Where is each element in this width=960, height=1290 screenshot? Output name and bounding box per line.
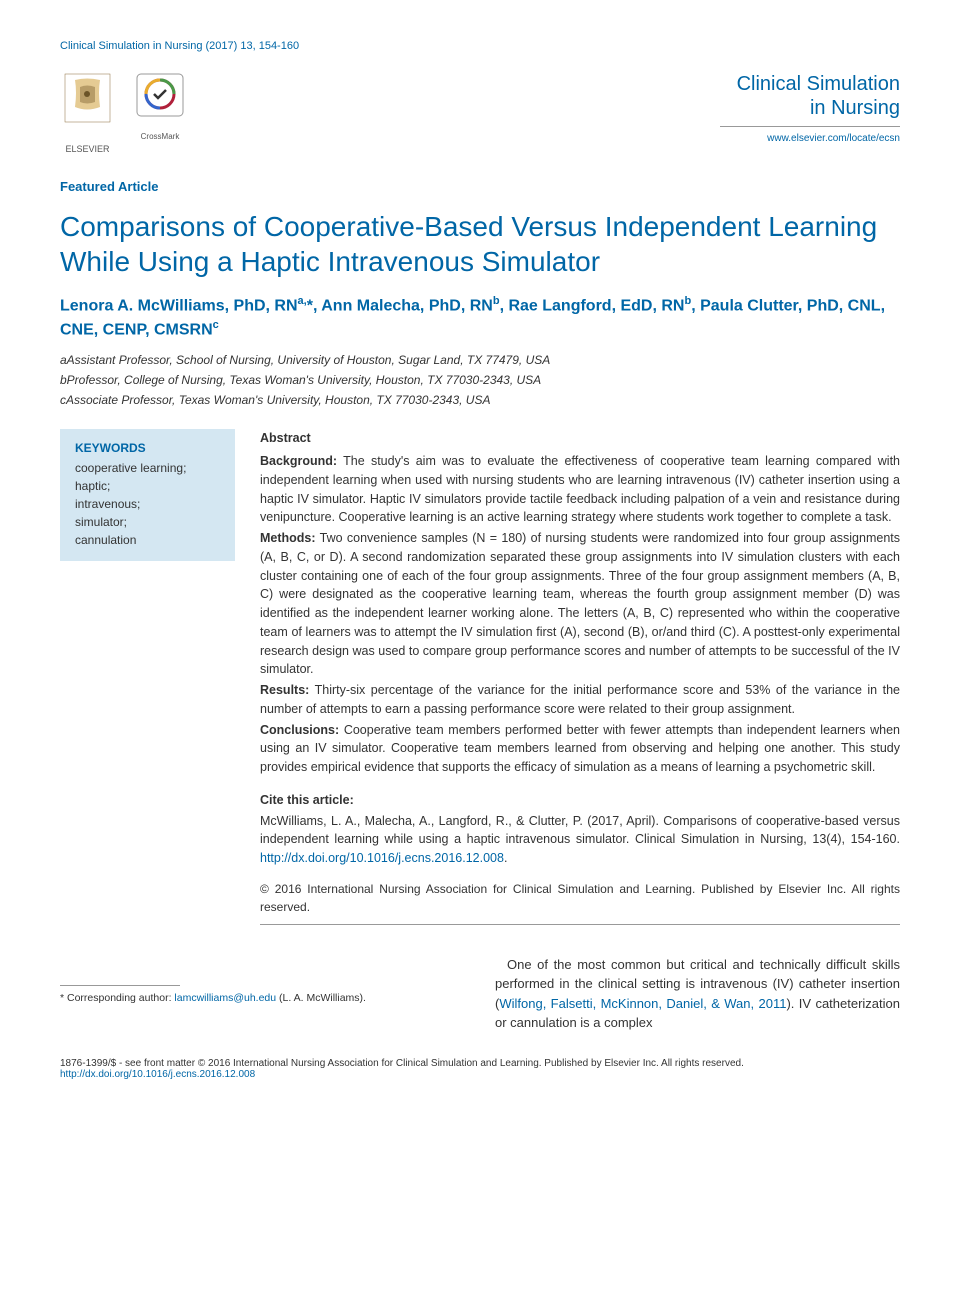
article-type: Featured Article: [60, 179, 900, 194]
affiliation-a: aAssistant Professor, School of Nursing,…: [60, 349, 900, 369]
abstract-conclusions: Conclusions: Cooperative team members pe…: [260, 721, 900, 777]
journal-box: Clinical Simulation in Nursing www.elsev…: [720, 72, 900, 144]
keywords-list: cooperative learning;haptic;intravenous;…: [75, 459, 220, 549]
cite-text: McWilliams, L. A., Malecha, A., Langford…: [260, 812, 900, 868]
body-col-left: * Corresponding author: lamcwilliams@uh.…: [60, 955, 465, 1033]
article-title: Comparisons of Cooperative-Based Versus …: [60, 209, 900, 279]
body-columns: * Corresponding author: lamcwilliams@uh.…: [60, 955, 900, 1033]
authors: Lenora A. McWilliams, PhD, RNa,*, Ann Ma…: [60, 294, 900, 341]
crossmark-badge[interactable]: CrossMark: [135, 72, 185, 141]
affiliation-b: bProfessor, College of Nursing, Texas Wo…: [60, 369, 900, 389]
journal-divider: [720, 126, 900, 127]
logos-container: ELSEVIER CrossMark: [60, 72, 185, 154]
corresponding-footnote: * Corresponding author: lamcwilliams@uh.…: [60, 991, 465, 1007]
elsevier-label: ELSEVIER: [60, 144, 115, 154]
cite-heading: Cite this article:: [260, 791, 900, 810]
keywords-box: KEYWORDS cooperative learning;haptic;int…: [60, 429, 235, 561]
journal-link[interactable]: www.elsevier.com/locate/ecsn: [720, 133, 900, 144]
header-citation: Clinical Simulation in Nursing (2017) 13…: [60, 40, 900, 52]
abstract-copyright: © 2016 International Nursing Association…: [260, 880, 900, 916]
abstract-divider: [260, 924, 900, 925]
corresponding-email[interactable]: lamcwilliams@uh.edu: [174, 992, 276, 1004]
header-row: ELSEVIER CrossMark Clinical Simulation i…: [60, 72, 900, 154]
journal-name-line1: Clinical Simulation: [720, 72, 900, 96]
abstract-results: Results: Thirty-six percentage of the va…: [260, 681, 900, 719]
body-col-right: One of the most common but critical and …: [495, 955, 900, 1033]
affiliation-c: cAssociate Professor, Texas Woman's Univ…: [60, 389, 900, 409]
abstract-heading: Abstract: [260, 429, 900, 448]
footer-doi[interactable]: http://dx.doi.org/10.1016/j.ecns.2016.12…: [60, 1069, 900, 1080]
abstract-methods: Methods: Two convenience samples (N = 18…: [260, 529, 900, 679]
footer-copyright: 1876-1399/$ - see front matter © 2016 In…: [60, 1058, 900, 1069]
journal-name-line2: in Nursing: [720, 96, 900, 120]
elsevier-logo[interactable]: ELSEVIER: [60, 72, 115, 154]
abstract-column: Abstract Background: The study's aim was…: [260, 429, 900, 925]
page-footer: 1876-1399/$ - see front matter © 2016 In…: [60, 1058, 900, 1080]
crossmark-label: CrossMark: [135, 132, 185, 141]
footnote-divider: [60, 985, 180, 986]
content-row: KEYWORDS cooperative learning;haptic;int…: [60, 429, 900, 925]
keywords-heading: KEYWORDS: [75, 441, 220, 455]
body-reference[interactable]: Wilfong, Falsetti, McKinnon, Daniel, & W…: [499, 996, 786, 1011]
abstract-background: Background: The study's aim was to evalu…: [260, 452, 900, 527]
affiliations: aAssistant Professor, School of Nursing,…: [60, 349, 900, 409]
cite-doi[interactable]: http://dx.doi.org/10.1016/j.ecns.2016.12…: [260, 851, 504, 865]
